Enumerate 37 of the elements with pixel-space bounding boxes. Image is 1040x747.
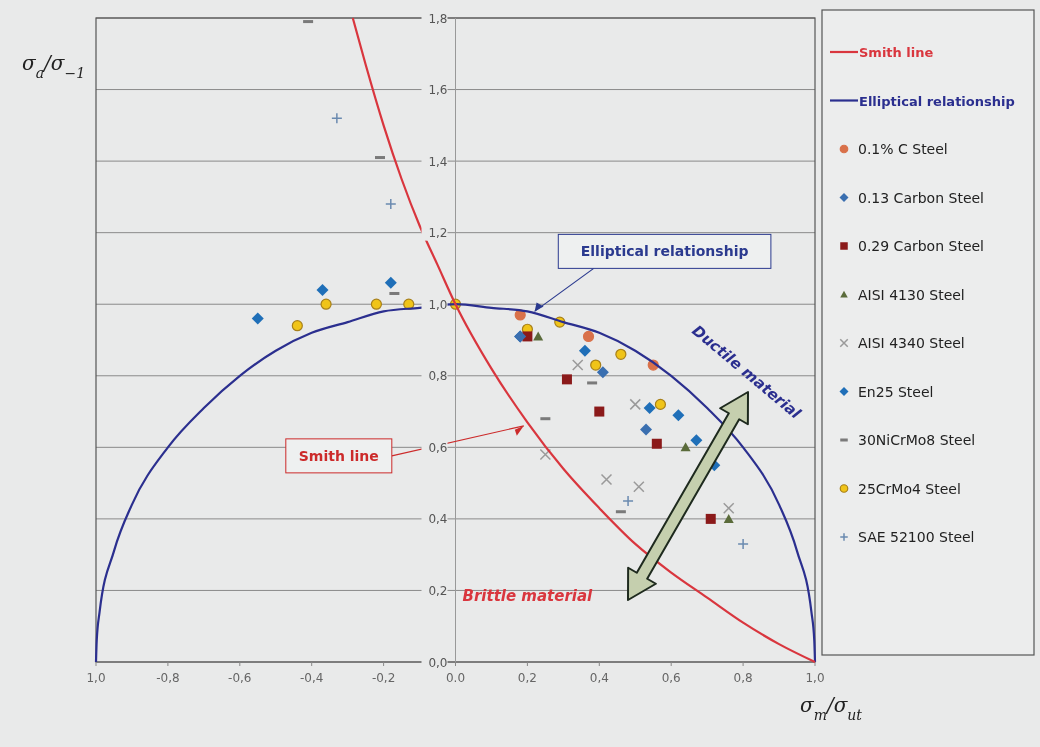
x-tick-label: 1,0 [86, 671, 106, 685]
y-tick-label: 0,6 [428, 440, 448, 455]
legend-label: AISI 4340 Steel [858, 335, 965, 351]
x-tick-label: -0,8 [156, 671, 180, 685]
x-tick-label: 0,4 [589, 671, 609, 685]
y-tick-label: 1,0 [428, 297, 448, 312]
legend-label: AISI 4130 Steel [858, 286, 965, 303]
y-axis-title: σ$_{a}$/σ$_{−1}$ [22, 51, 86, 81]
x-tick-label: 0,8 [733, 671, 753, 685]
legend-label: 0.29 Carbon Steel [858, 238, 984, 254]
annotation: Elliptical relationship [580, 243, 749, 260]
x-tick-label: 0.0 [445, 671, 466, 685]
x-tick-label: -0,6 [228, 671, 252, 685]
legend-label: Smith line [859, 45, 934, 60]
y-tick-label: 1,4 [428, 154, 448, 169]
x-tick-label: 1,0 [805, 671, 825, 685]
x-tick-label: 0,6 [661, 671, 681, 685]
legend-label: Elliptical relationship [859, 93, 1015, 109]
x-tick-label: -0,4 [299, 671, 324, 685]
legend-label: 30NiCrMo8 Steel [858, 432, 976, 448]
y-tick-label: 0,8 [428, 369, 448, 384]
x-axis-title: σ$_{m}$/σ$_{ut}$ [800, 693, 863, 723]
y-tick-label: 1,2 [428, 226, 448, 241]
y-tick-label: 1,6 [428, 83, 448, 98]
annotation: Smith line [298, 447, 379, 464]
legend-label: SAE 52100 Steel [858, 529, 975, 545]
y-tick-label: 0,2 [428, 583, 448, 598]
legend-label: 0.1% C Steel [858, 141, 948, 157]
legend-label: 0.13 Carbon Steel [858, 189, 984, 206]
annotation: Brittle material [462, 587, 594, 606]
x-tick-label: -0,2 [371, 671, 396, 685]
y-tick-label: 0,4 [428, 512, 448, 527]
y-tick-label: 1,8 [428, 11, 448, 26]
legend-label: En25 Steel [858, 383, 934, 400]
x-tick-label: 0,2 [517, 671, 537, 685]
legend-label: 25CrMo4 Steel [858, 480, 961, 497]
y-tick-label: 0,0 [428, 655, 448, 670]
